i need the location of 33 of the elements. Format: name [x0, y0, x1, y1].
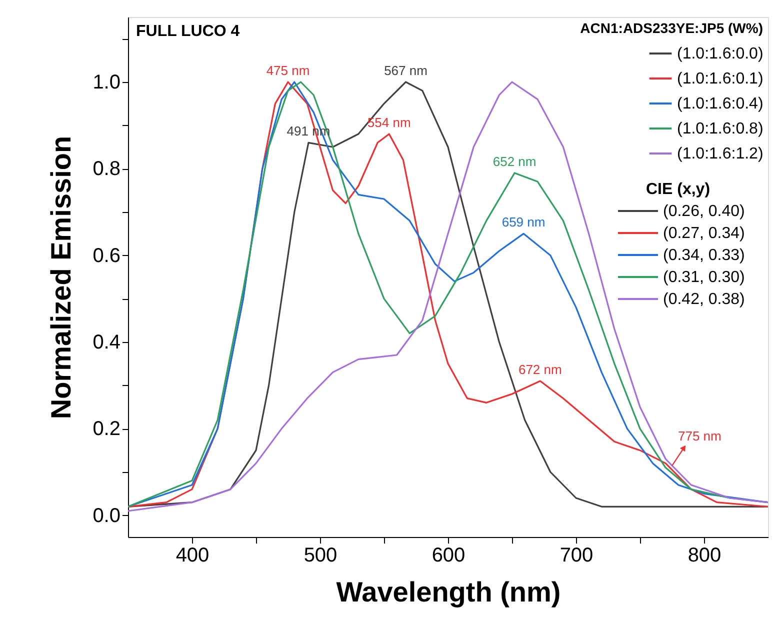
- y-tick-label: 0.8: [92, 158, 120, 180]
- annotation: 475 nm: [266, 63, 310, 78]
- y-tick-label: 0.4: [92, 332, 120, 354]
- legend-label: (1.0:1.6:0.8): [677, 120, 764, 138]
- legend-label: (1.0:1.6:0.4): [677, 96, 764, 112]
- annotation: (0.26, 0.40): [663, 203, 745, 220]
- annotation: 672 nm: [518, 362, 562, 377]
- x-tick-label: 700: [560, 544, 594, 566]
- annotation: 554 nm: [367, 115, 411, 130]
- y-axis-title: Normalized Emission: [46, 136, 77, 420]
- annotation: 775 nm: [678, 428, 722, 444]
- x-tick-label: 600: [432, 544, 466, 566]
- y-tick-label: 1.0: [92, 72, 120, 94]
- annotation: (0.31, 0.30): [663, 269, 745, 286]
- legend-title: ACN1:ADS233YE:JP5 (W%): [580, 20, 763, 36]
- annotation: 652 nm: [492, 154, 536, 169]
- x-tick-label: 500: [304, 544, 338, 566]
- y-tick-label: 0.2: [92, 418, 120, 440]
- annotation: (0.34, 0.33): [663, 247, 745, 264]
- chart-title: FULL LUCO 4: [136, 23, 240, 40]
- y-tick-label: 0.6: [92, 244, 120, 267]
- annotation: 659 nm: [502, 214, 546, 230]
- x-tick-label: 800: [688, 544, 722, 566]
- annotation: CIE (x,y): [646, 181, 710, 198]
- legend-label: (1.0:1.6:0.0): [677, 46, 764, 62]
- y-tick-label: 0.0: [92, 504, 120, 527]
- legend-label: (1.0:1.6:0.1): [677, 70, 764, 88]
- x-tick-label: 400: [176, 544, 210, 566]
- annotation: (0.42, 0.38): [663, 291, 745, 308]
- legend-label: (1.0:1.6:1.2): [677, 146, 764, 162]
- annotation: 567 nm: [384, 63, 428, 78]
- x-axis-title: Wavelength (nm): [336, 576, 561, 608]
- annotation: (0.27, 0.34): [663, 225, 745, 242]
